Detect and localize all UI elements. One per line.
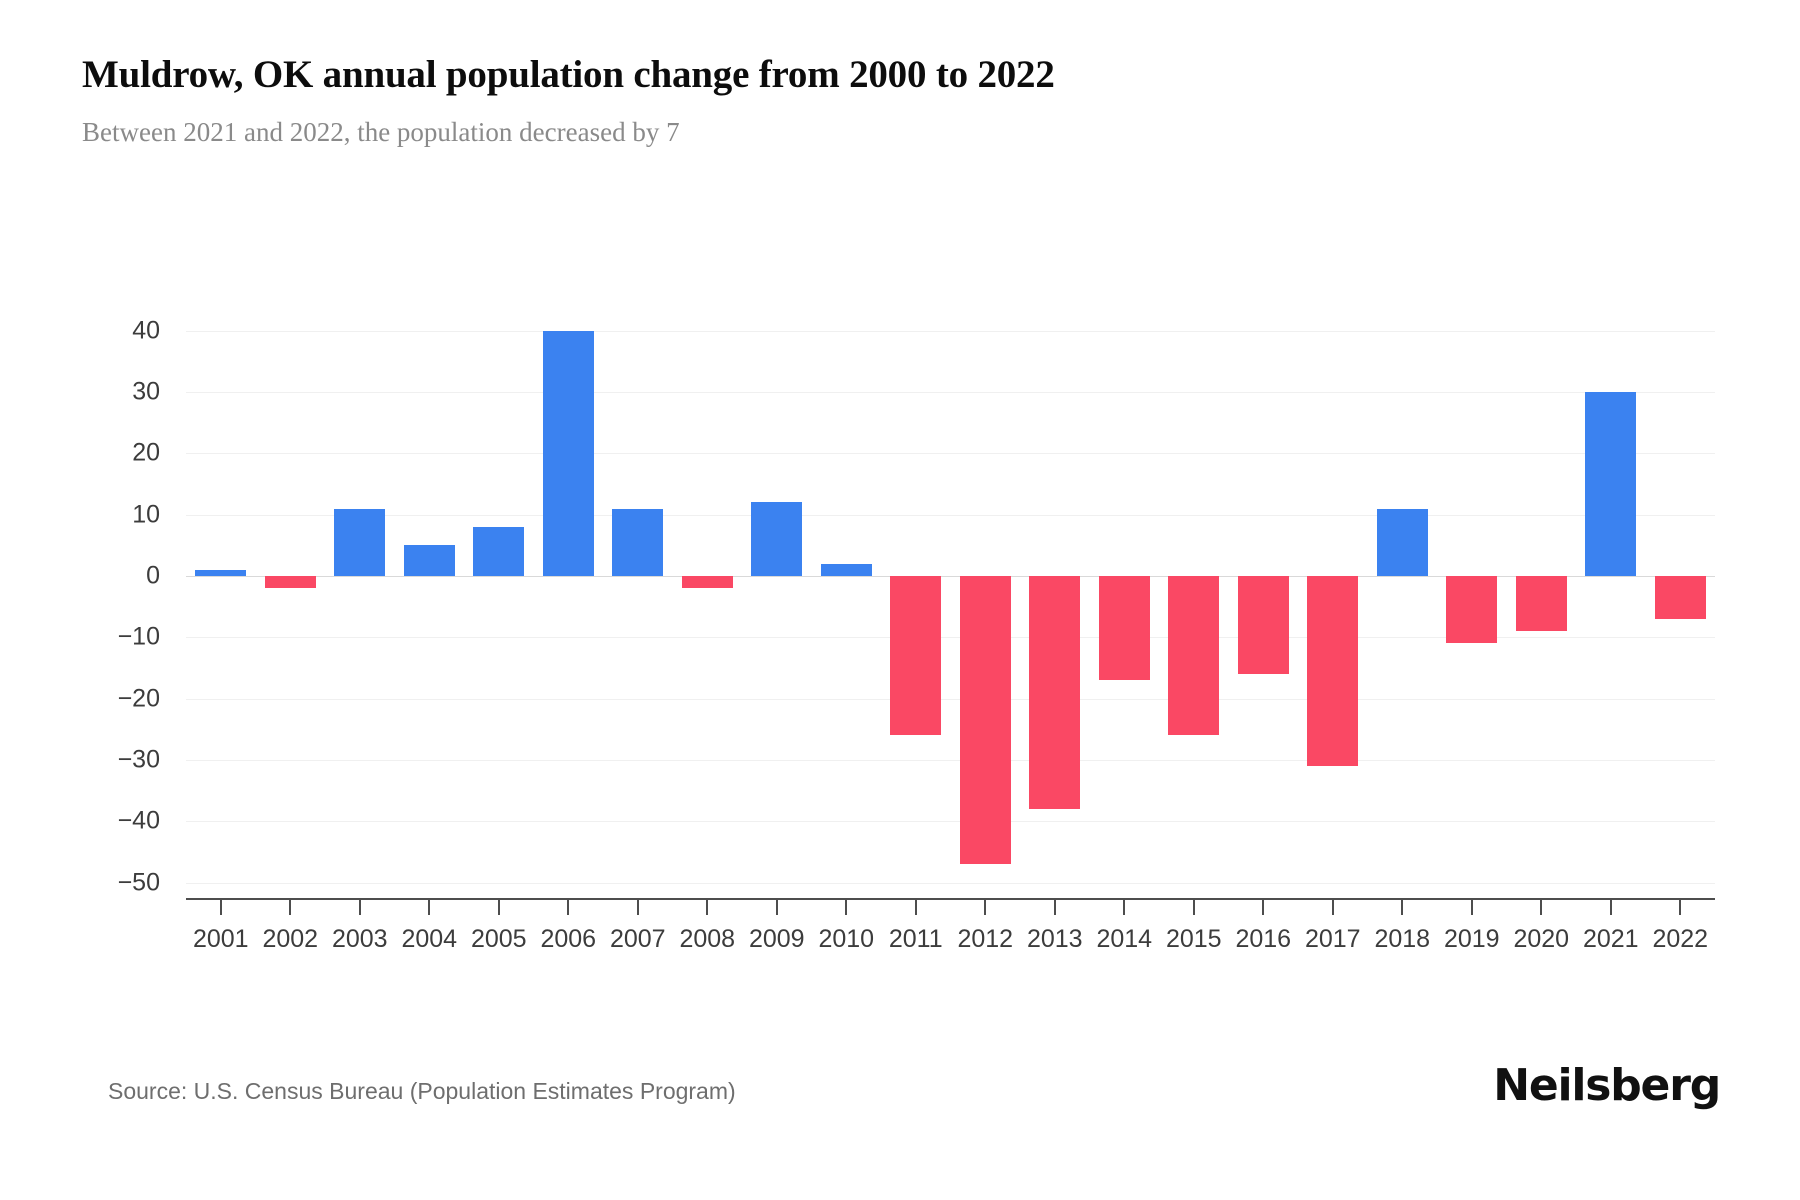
gridline-20	[186, 453, 1715, 455]
bar-2016[interactable]	[1237, 576, 1289, 675]
x-axis-line	[186, 898, 1715, 900]
x-axis-tick-label: 2004	[401, 925, 458, 953]
x-axis-tick	[706, 899, 709, 915]
y-axis-tick-label: 0	[146, 561, 160, 590]
x-axis-tick	[289, 899, 292, 915]
y-axis-tick-label: −30	[117, 745, 160, 774]
brand-logo: Neilsberg	[1493, 1060, 1721, 1111]
bar-2008[interactable]	[681, 576, 733, 589]
bar-2017[interactable]	[1307, 576, 1359, 767]
x-axis-tick-label: 2019	[1443, 925, 1500, 953]
x-axis-tick	[567, 899, 570, 915]
bar-2010[interactable]	[820, 563, 872, 576]
x-axis-tick	[497, 899, 500, 915]
y-axis-tick-label: 20	[132, 438, 160, 467]
x-axis-tick-label: 2014	[1096, 925, 1153, 953]
x-axis-tick	[1679, 899, 1682, 915]
x-axis-tick-label: 2007	[609, 925, 666, 953]
bar-2019[interactable]	[1446, 576, 1498, 644]
x-axis-tick-label: 2001	[192, 925, 249, 953]
y-axis-tick-label: −20	[117, 684, 160, 713]
y-axis-tick-label: −10	[117, 622, 160, 651]
bar-2021[interactable]	[1585, 392, 1637, 576]
x-axis-tick	[428, 899, 431, 915]
x-axis-tick-label: 2017	[1304, 925, 1361, 953]
gridline-30	[186, 392, 1715, 393]
x-axis-tick	[219, 899, 222, 915]
y-axis-tick-label: −40	[117, 806, 160, 835]
gridline--40	[186, 821, 1715, 823]
gridline--20	[186, 698, 1715, 700]
bar-2007[interactable]	[612, 508, 664, 576]
x-axis-tick-label: 2022	[1652, 925, 1709, 953]
x-axis-tick-label: 2009	[748, 925, 805, 953]
page-title: Muldrow, OK annual population change fro…	[82, 53, 1055, 96]
x-axis-tick	[775, 899, 778, 915]
x-axis-tick	[1331, 899, 1334, 915]
bar-2009[interactable]	[751, 502, 803, 576]
x-axis-tick	[1540, 899, 1543, 915]
x-axis-tick-label: 2003	[331, 925, 388, 953]
x-axis-tick-label: 2011	[888, 925, 943, 953]
chart-subtitle: Between 2021 and 2022, the population de…	[82, 117, 680, 148]
y-axis-tick-label: 30	[132, 377, 160, 406]
x-axis-tick-label: 2016	[1235, 925, 1292, 953]
bar-2006[interactable]	[542, 330, 594, 576]
bar-2020[interactable]	[1515, 576, 1567, 632]
x-axis-tick	[1053, 899, 1056, 915]
x-axis-tick-label: 2021	[1582, 925, 1639, 953]
x-axis-tick	[1192, 899, 1195, 915]
gridline--30	[186, 760, 1715, 761]
x-axis-tick-label: 2012	[957, 925, 1014, 953]
x-axis-tick	[1609, 899, 1612, 915]
x-axis-tick-label: 2010	[818, 925, 875, 953]
gridline--10	[186, 637, 1715, 639]
x-axis-tick-label: 2018	[1374, 925, 1431, 953]
gridline-10	[186, 514, 1715, 516]
x-axis-tick-label: 2013	[1026, 925, 1083, 953]
bar-2018[interactable]	[1376, 508, 1428, 576]
x-axis-tick	[636, 899, 639, 915]
bar-2015[interactable]	[1168, 576, 1220, 736]
y-axis-tick-label: 40	[132, 316, 160, 345]
chart-header: Muldrow, OK annual population change fro…	[82, 52, 1722, 148]
bar-2011[interactable]	[890, 576, 942, 736]
x-axis-tick	[1401, 899, 1404, 915]
x-axis-tick	[914, 899, 917, 915]
x-axis-tick	[1123, 899, 1126, 915]
x-axis-tick-label: 2006	[540, 925, 597, 953]
gridline-40	[186, 330, 1715, 332]
bar-2005[interactable]	[473, 526, 525, 576]
x-axis-tick-label: 2005	[470, 925, 527, 953]
bar-2012[interactable]	[959, 576, 1011, 865]
x-axis-tick	[1262, 899, 1265, 915]
x-axis-tick-label: 2020	[1513, 925, 1570, 953]
bar-2003[interactable]	[334, 508, 386, 576]
bar-2022[interactable]	[1654, 576, 1706, 619]
gridline-0	[186, 576, 1715, 577]
x-axis-tick	[845, 899, 848, 915]
x-axis-tick-label: 2008	[679, 925, 736, 953]
x-axis-tick-label: 2015	[1165, 925, 1222, 953]
x-axis-tick-label: 2002	[262, 925, 319, 953]
bar-2001[interactable]	[195, 569, 247, 576]
bar-2004[interactable]	[403, 545, 455, 576]
bar-2002[interactable]	[264, 576, 316, 589]
bar-2013[interactable]	[1029, 576, 1081, 810]
x-axis-tick	[984, 899, 987, 915]
bar-2014[interactable]	[1098, 576, 1150, 681]
y-axis-tick-label: −50	[117, 868, 160, 897]
x-axis-tick	[1470, 899, 1473, 915]
gridline--50	[186, 882, 1715, 884]
source-note: Source: U.S. Census Bureau (Population E…	[108, 1078, 736, 1104]
x-axis-tick	[358, 899, 361, 915]
y-axis-tick-label: 10	[132, 500, 160, 529]
